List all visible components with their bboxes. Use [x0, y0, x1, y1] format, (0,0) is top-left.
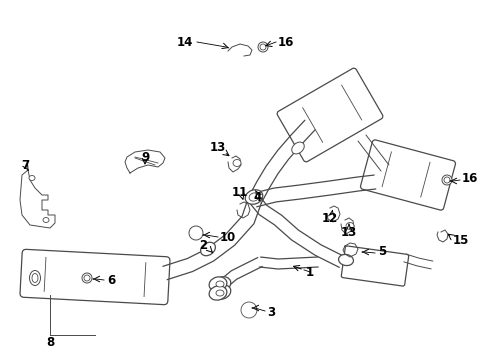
- Ellipse shape: [245, 307, 251, 313]
- Ellipse shape: [291, 142, 304, 154]
- Ellipse shape: [244, 190, 262, 204]
- Ellipse shape: [443, 177, 449, 183]
- FancyBboxPatch shape: [20, 249, 170, 305]
- Text: 15: 15: [452, 234, 468, 247]
- Ellipse shape: [213, 285, 230, 299]
- Ellipse shape: [216, 281, 224, 287]
- Ellipse shape: [213, 277, 230, 291]
- Ellipse shape: [193, 230, 199, 236]
- Text: 8: 8: [46, 336, 54, 348]
- Ellipse shape: [338, 255, 353, 266]
- Ellipse shape: [346, 222, 353, 230]
- Ellipse shape: [248, 193, 258, 201]
- Ellipse shape: [29, 176, 35, 180]
- Ellipse shape: [43, 217, 49, 222]
- FancyBboxPatch shape: [360, 140, 455, 210]
- Text: 7: 7: [21, 158, 29, 171]
- Ellipse shape: [29, 270, 41, 285]
- Ellipse shape: [32, 274, 38, 283]
- Ellipse shape: [244, 305, 253, 315]
- Ellipse shape: [209, 277, 226, 291]
- Ellipse shape: [216, 290, 224, 296]
- Text: 12: 12: [321, 212, 337, 225]
- Ellipse shape: [260, 44, 265, 50]
- FancyBboxPatch shape: [341, 246, 408, 286]
- Ellipse shape: [189, 226, 203, 240]
- Text: 9: 9: [141, 150, 149, 163]
- Text: 3: 3: [266, 306, 275, 320]
- Text: 1: 1: [305, 266, 313, 279]
- Ellipse shape: [441, 175, 451, 185]
- Text: 11: 11: [231, 185, 247, 198]
- Ellipse shape: [209, 286, 226, 300]
- Text: 6: 6: [107, 274, 115, 287]
- Ellipse shape: [191, 228, 201, 238]
- Text: 13: 13: [209, 140, 225, 153]
- Text: 10: 10: [220, 230, 236, 243]
- Text: 16: 16: [461, 171, 477, 185]
- Text: 14: 14: [176, 36, 193, 49]
- Text: 4: 4: [253, 190, 262, 203]
- Ellipse shape: [200, 242, 215, 256]
- FancyBboxPatch shape: [277, 68, 382, 162]
- Ellipse shape: [241, 302, 257, 318]
- Ellipse shape: [232, 159, 241, 166]
- Text: 16: 16: [278, 36, 294, 49]
- Ellipse shape: [84, 275, 90, 281]
- Text: 5: 5: [377, 244, 386, 257]
- Ellipse shape: [82, 273, 92, 283]
- Text: 2: 2: [199, 239, 206, 252]
- Ellipse shape: [258, 42, 267, 52]
- Text: 13: 13: [340, 225, 356, 239]
